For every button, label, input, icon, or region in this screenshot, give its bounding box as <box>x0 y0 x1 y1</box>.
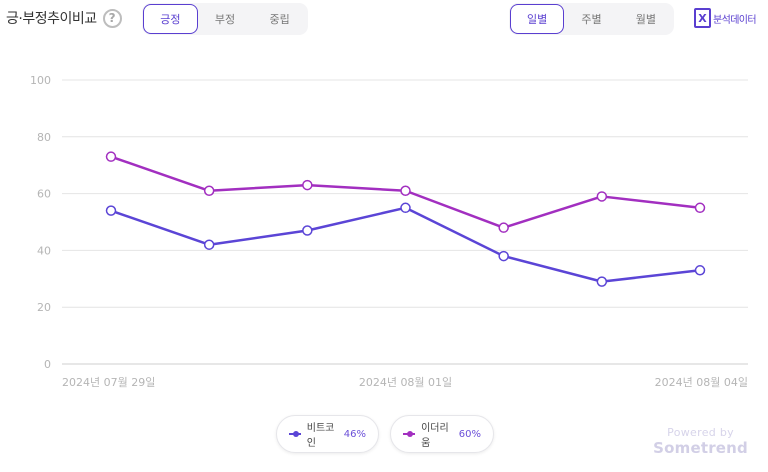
legend-swatch-ethereum <box>403 430 416 438</box>
data-point-series-0 <box>596 276 608 287</box>
period-toggle: 일별 주별 월별 <box>509 3 674 35</box>
x-tick-label: 2024년 08월 01일 <box>359 375 452 389</box>
y-tick-label: 20 <box>37 301 51 314</box>
chart-title: 긍·부정추이비교 <box>6 11 97 27</box>
x-tick-label: 2024년 08월 04일 <box>655 375 748 389</box>
tab-daily[interactable]: 일별 <box>510 4 565 34</box>
export-label: 분석데이터 <box>713 14 757 26</box>
data-point-series-0 <box>498 250 509 262</box>
powered-by-branding: Powered by Sometrend <box>653 426 748 457</box>
series-line-0 <box>109 206 702 283</box>
data-point-series-1 <box>302 179 313 191</box>
data-point-series-1 <box>105 151 117 162</box>
legend-item-bitcoin[interactable]: 비트코인 46% <box>276 415 379 453</box>
data-point-series-1 <box>203 185 215 197</box>
data-point-series-0 <box>203 239 215 250</box>
excel-icon: X <box>694 8 711 28</box>
data-point-series-0 <box>105 205 117 216</box>
data-point-series-1 <box>400 185 411 197</box>
y-tick-label: 80 <box>37 131 51 144</box>
chart-header: 긍·부정추이비교 ? <box>6 8 122 28</box>
legend-percent: 46% <box>343 428 366 440</box>
export-data-button[interactable]: X 분석데이터 <box>694 8 757 28</box>
legend-percent: 60% <box>458 428 481 440</box>
sentiment-toggle: 긍정 부정 중립 <box>142 3 308 35</box>
powered-by-text: Powered by <box>667 426 734 439</box>
y-tick-label: 60 <box>37 188 51 201</box>
tab-negative[interactable]: 부정 <box>214 13 236 26</box>
tab-weekly[interactable]: 주별 <box>581 13 602 26</box>
y-tick-label: 100 <box>30 74 51 87</box>
line-chart: 0 20 40 60 80 100 2024년 07월 29일 2024년 08월 01일 20… <box>30 74 748 389</box>
data-point-series-0 <box>694 265 706 276</box>
y-tick-label: 0 <box>44 358 51 371</box>
legend-item-ethereum[interactable]: 이더리움 60% <box>390 415 494 453</box>
data-point-series-0 <box>400 202 411 214</box>
data-point-series-0 <box>302 225 313 236</box>
legend-label: 이더리움 <box>421 423 449 449</box>
tab-monthly[interactable]: 월별 <box>635 13 656 26</box>
data-point-series-1 <box>498 222 509 233</box>
y-tick-label: 40 <box>37 244 51 257</box>
data-point-series-1 <box>596 191 608 202</box>
legend-label: 비트코인 <box>306 423 335 449</box>
brand-logo: Sometrend <box>653 439 748 457</box>
data-point-series-1 <box>694 202 706 214</box>
x-tick-label: 2024년 07월 29일 <box>62 375 155 389</box>
tab-positive[interactable]: 긍정 <box>143 4 198 34</box>
tab-neutral[interactable]: 중립 <box>269 13 290 26</box>
question-circle-icon[interactable]: ? <box>102 8 122 28</box>
legend-swatch-bitcoin <box>289 430 301 438</box>
